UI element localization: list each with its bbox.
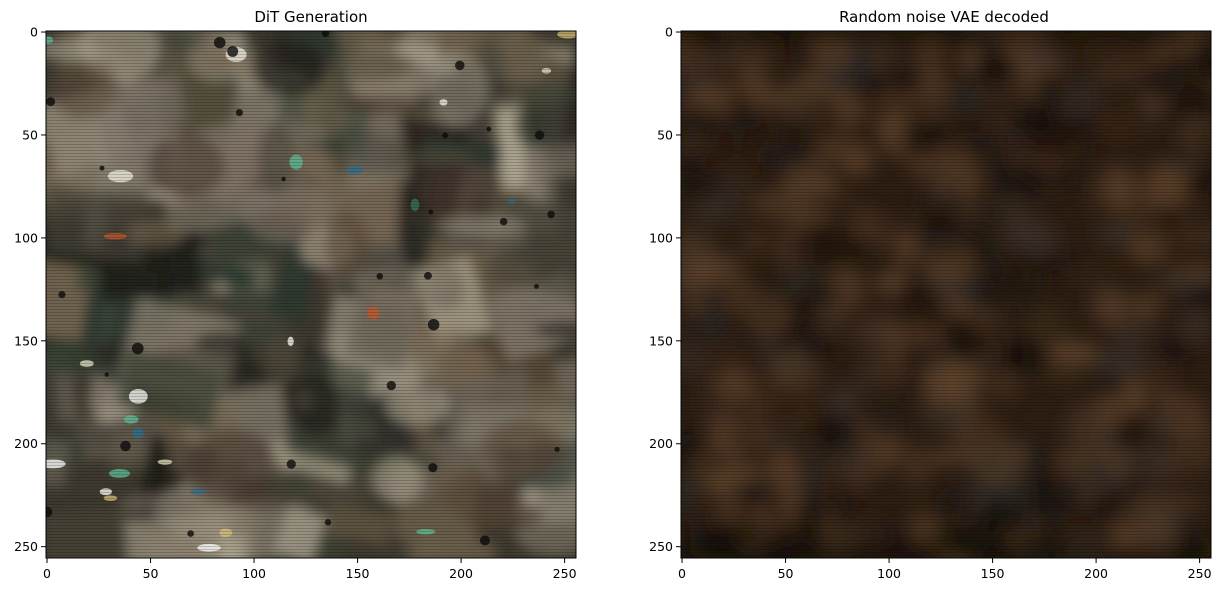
axes-frame: [680, 30, 1212, 559]
y-tick-label: 100: [14, 230, 38, 245]
x-tick-label: 0: [43, 566, 51, 581]
y-tick-label: 50: [22, 127, 38, 142]
x-tick-label: 50: [778, 566, 794, 581]
y-tick-label: 0: [30, 25, 38, 40]
x-tick-label: 100: [242, 566, 266, 581]
x-tick-label: 200: [1084, 566, 1108, 581]
panel-title: DiT Generation: [254, 8, 367, 26]
y-tick-label: 150: [649, 333, 673, 348]
y-axis: 0 50 100 150 200 250: [649, 25, 681, 554]
y-tick-label: 200: [649, 436, 673, 451]
x-tick-label: 150: [981, 566, 1005, 581]
x-axis: 0 50 100 150 200 250: [43, 558, 577, 581]
y-tick-label: 250: [14, 539, 38, 554]
image-dit-generation: [46, 31, 576, 558]
x-tick-label: 100: [877, 566, 901, 581]
x-tick-label: 150: [346, 566, 370, 581]
y-axis: 0 50 100 150 200 250: [14, 25, 46, 554]
x-tick-label: 200: [449, 566, 473, 581]
x-tick-label: 250: [1188, 566, 1212, 581]
y-tick-label: 200: [14, 436, 38, 451]
panel-dit-generation: DiT Generation 0 50 100 150 200 250 0 50 100 150…: [14, 8, 577, 581]
panel-title: Random noise VAE decoded: [839, 8, 1049, 26]
x-tick-label: 250: [553, 566, 577, 581]
y-tick-label: 250: [649, 539, 673, 554]
panel-random-noise-vae: Random noise VAE decoded 0 50 100 150 200 250…: [649, 8, 1212, 581]
image-random-noise-vae: [681, 31, 1211, 558]
x-tick-label: 0: [678, 566, 686, 581]
axes-frame: [45, 30, 577, 559]
y-tick-label: 0: [665, 25, 673, 40]
x-axis: 0 50 100 150 200 250: [678, 558, 1212, 581]
y-tick-label: 150: [14, 333, 38, 348]
y-tick-label: 100: [649, 230, 673, 245]
y-tick-label: 50: [657, 127, 673, 142]
x-tick-label: 50: [143, 566, 159, 581]
